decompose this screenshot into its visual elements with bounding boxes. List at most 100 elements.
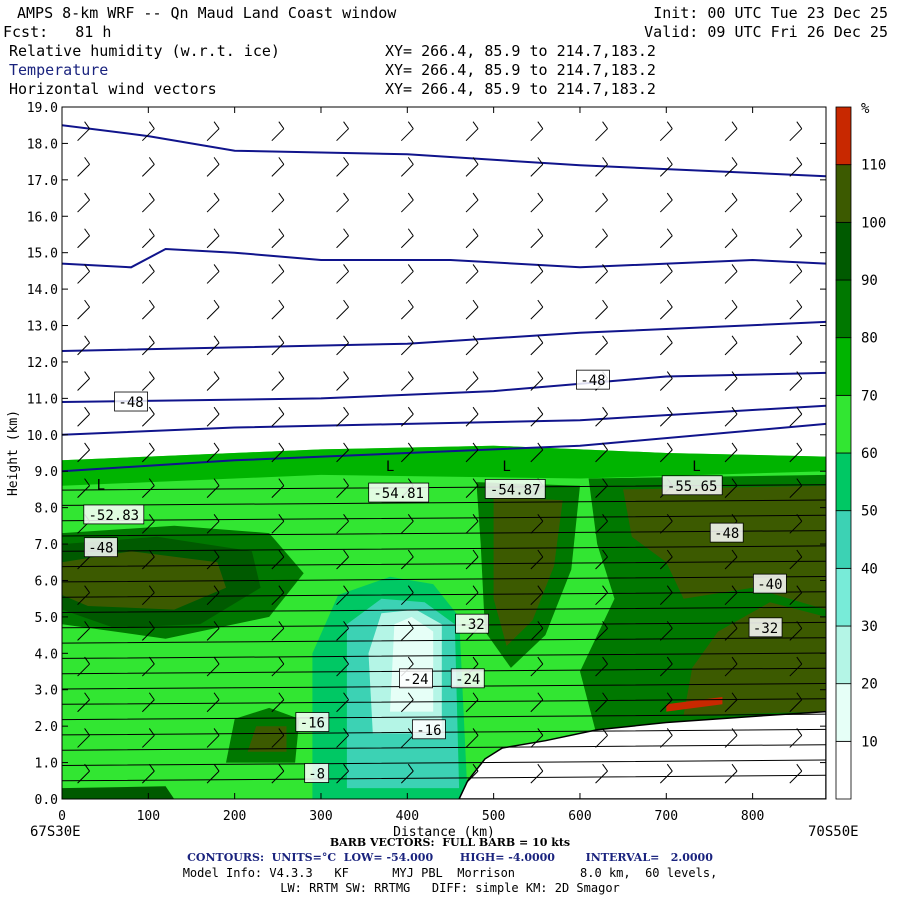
wind-barb [336,449,349,463]
wind-barb [400,628,414,641]
wind-barb [141,413,155,427]
x-tick-label: 200 [223,809,246,824]
isotherm-label: -32 [753,621,778,637]
wind-barb-flag [343,692,349,701]
wind-barb [659,628,673,641]
wind-barb-flag [278,692,285,701]
wind-barb [465,128,479,142]
wind-barb [595,699,608,713]
wind-barb-flag [731,585,738,593]
wind-barb [789,628,803,641]
wind-barb-flag [731,763,738,772]
wind-barb [659,592,673,606]
wind-barb-flag [602,264,608,272]
isotherm-label: -52.83 [89,508,140,524]
y-tick-label: 9.0 [35,465,58,480]
wind-barb [724,770,738,784]
wind-barb-flag [602,335,608,344]
isotherm-label-box [455,613,489,634]
wind-barb [206,628,220,641]
wind-barb-flag [278,621,285,629]
chart-title: AMPS 8-km WRF -- Qn Maud Land Coast wind… [17,4,397,22]
wind-barb [659,663,673,677]
isotherm-line-dense [62,621,826,629]
wind-barb [336,592,349,606]
wind-barb [336,556,349,570]
model-info-line2: LW: RRTM SW: RRTMG DIFF: simple KM: 2D S… [280,881,620,895]
colorbar-swatch [835,279,852,339]
isotherm-line-dense [62,667,826,675]
wind-barb [400,699,414,713]
wind-barb-flag [278,656,285,665]
wind-barb [659,413,673,427]
x-tick-label: 800 [741,809,764,824]
wind-barb-flag [148,478,155,486]
isotherm-line-dense [62,652,826,659]
wind-barb [530,342,544,356]
colorbar-swatch [835,452,852,512]
isotherm-label: -54.81 [373,486,424,502]
wind-barb-flag [602,478,608,486]
wind-barb-flag [213,406,220,415]
wind-barb-flag [666,692,673,701]
wind-barb [336,164,349,177]
colorbar-swatch [835,106,852,166]
wind-barb-flag [472,656,479,665]
isotherm-label-box [661,475,723,496]
wind-barb [206,485,220,498]
wind-barb-flag [602,121,608,129]
wind-barb-flag [666,406,673,415]
wind-barb [659,770,673,784]
wind-barb [271,378,285,391]
wind-barb-flag [472,478,479,486]
wind-barb-flag [213,371,220,379]
wind-barb-flag [148,763,155,772]
wind-barb [206,413,220,427]
wind-barb [789,128,803,142]
isotherm-line-dense [62,499,826,506]
wind-barb [206,235,220,249]
wind-barb [595,592,608,606]
y-tick-label: 3.0 [35,684,58,699]
isotherm-line-5 [62,422,826,473]
wind-barb [141,735,155,748]
isotherm-line-dense [62,576,826,583]
wind-barb-flag [666,442,673,451]
wind-barb [77,556,90,570]
wind-barb-flag [731,514,738,522]
wind-barb [659,271,673,284]
wind-barb [206,271,220,284]
wind-barb [530,271,544,284]
rh-region-14 [666,697,723,712]
wind-barb [77,128,90,142]
wind-barb [271,556,285,570]
isotherm-label: -48 [714,526,739,542]
wind-barb-flag [213,692,220,701]
wind-barb-flag [537,621,544,629]
y-tick-label: 11.0 [27,392,58,407]
wind-barb [77,628,90,641]
colorbar-swatch [835,164,852,223]
wind-barb-flag [796,585,803,593]
y-tick-label: 7.0 [35,538,58,553]
wind-barb [530,128,544,142]
wind-barb-flag [343,264,349,272]
wind-barb-flag [796,192,803,201]
wind-barb [530,164,544,177]
isotherm-label: -24 [403,672,428,688]
isotherm-label-box [295,712,330,732]
wind-barb-flag [796,478,803,486]
wind-barb [530,520,544,534]
rh-region-13 [683,602,826,716]
wind-barb-flag [666,192,673,201]
wind-barb-flag [407,228,414,237]
wind-barb [595,306,608,320]
wind-barb-flag [731,406,738,415]
wind-barb [789,235,803,249]
wind-barb-flag [796,692,803,701]
wind-barb-flag [343,299,349,308]
wind-barb [659,342,673,356]
wind-barb-flag [84,192,90,201]
wind-barb [400,413,414,427]
wind-barbs [77,121,803,784]
